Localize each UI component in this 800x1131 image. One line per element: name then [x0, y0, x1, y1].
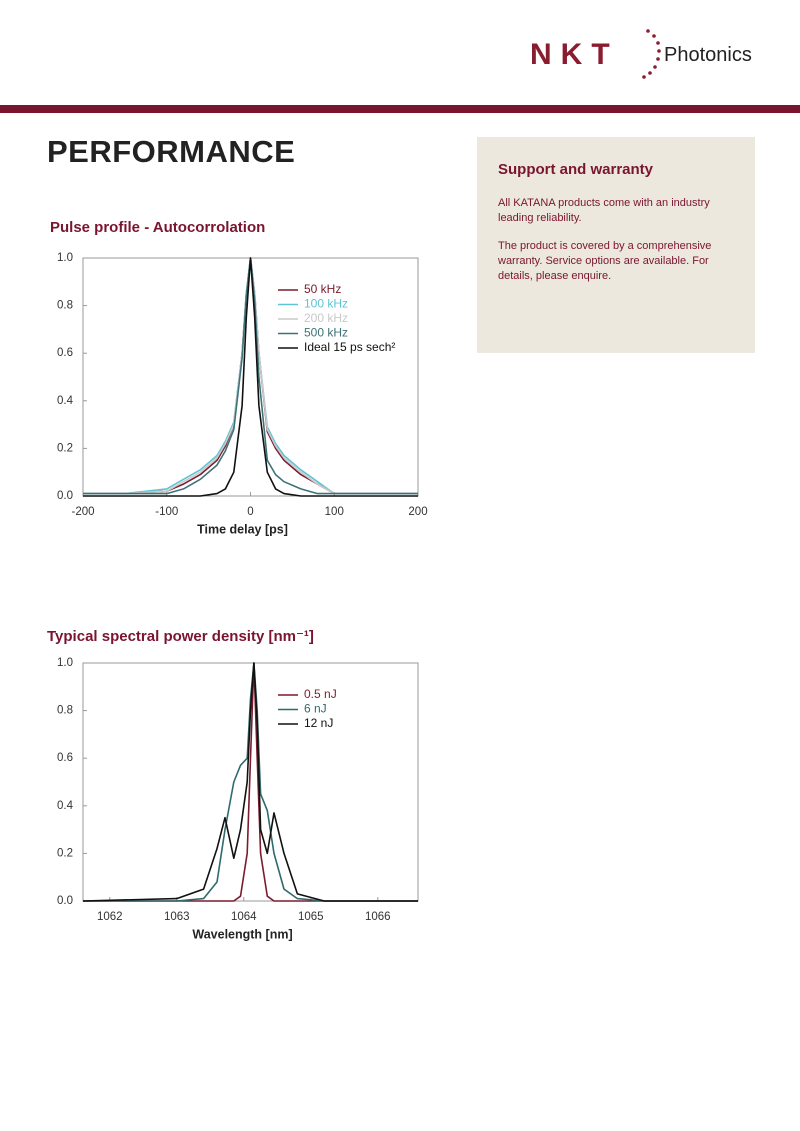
x-axis-label: Time delay [ps] — [197, 522, 288, 536]
page-title: PERFORMANCE — [47, 134, 296, 169]
y-tick-label: 0.8 — [57, 705, 73, 717]
series-line — [83, 257, 418, 495]
y-tick-label: 1.0 — [57, 252, 73, 264]
plot-frame — [82, 257, 419, 497]
chart-title: Typical spectral power density [nm⁻¹] — [47, 628, 314, 645]
sidebar-heading: Support and warranty — [498, 161, 654, 178]
series-line — [83, 257, 418, 495]
legend-label: 200 kHz — [304, 311, 348, 325]
y-tick-label: 0.2 — [57, 442, 73, 454]
x-tick-label: 0 — [247, 506, 253, 518]
legend-label: 0.5 nJ — [304, 687, 337, 701]
x-tick-label: 200 — [408, 506, 427, 518]
legend-label: 500 kHz — [304, 326, 348, 340]
x-axis-label: Wavelength [nm] — [192, 927, 292, 941]
series-line — [83, 257, 418, 495]
chart: 0.0 0.2 0.4 0.6 0.8 1.0 -200 -100 0 100 200 Time de… — [57, 252, 428, 536]
y-tick-label: 0.6 — [57, 347, 73, 359]
logo-dots — [642, 29, 661, 79]
x-tick-label: -200 — [71, 506, 94, 518]
legend-label: 100 kHz — [304, 297, 348, 311]
y-tick-label: 0.4 — [57, 800, 74, 812]
x-tick-label: 1065 — [298, 911, 324, 923]
x-tick-label: 100 — [325, 506, 344, 518]
y-tick-label: 0.8 — [57, 300, 73, 312]
chart: 0.0 0.2 0.4 0.6 0.8 1.0 1062 1063 1064 1065 1066 Wa… — [57, 657, 419, 941]
y-tick-label: 0.2 — [57, 847, 73, 859]
x-tick-label: 1063 — [164, 911, 190, 923]
sidebar-paragraph: The product is covered by a comprehensiv… — [498, 240, 712, 282]
header-band — [0, 105, 800, 113]
x-tick-label: 1064 — [231, 911, 257, 923]
series-line — [83, 257, 418, 497]
legend-label: Ideal 15 ps sech² — [304, 340, 395, 354]
y-tick-label: 0.6 — [57, 752, 73, 764]
series-line — [83, 257, 418, 495]
legend-label: 12 nJ — [304, 716, 333, 730]
x-tick-label: -100 — [155, 506, 178, 518]
legend-label: 6 nJ — [304, 702, 327, 716]
x-tick-label: 1066 — [365, 911, 391, 923]
x-tick-label: 1062 — [97, 911, 123, 923]
logo-text: Photonics — [664, 44, 752, 66]
y-tick-label: 0.0 — [57, 895, 73, 907]
chart-title: Pulse profile - Autocorrolation — [50, 219, 266, 236]
sidebar: Support and warranty All KATANA products… — [477, 137, 755, 353]
plot-frame — [82, 662, 419, 902]
series-line — [83, 662, 418, 902]
series-line — [83, 662, 418, 902]
sidebar-paragraph: All KATANA products come with an industr… — [498, 197, 710, 224]
y-tick-label: 0.0 — [57, 490, 73, 502]
series-line — [82, 662, 418, 902]
y-tick-label: 0.4 — [57, 395, 74, 407]
y-tick-label: 1.0 — [57, 657, 73, 669]
logo-mark: NKT — [530, 38, 619, 71]
legend-label: 50 kHz — [304, 282, 341, 296]
